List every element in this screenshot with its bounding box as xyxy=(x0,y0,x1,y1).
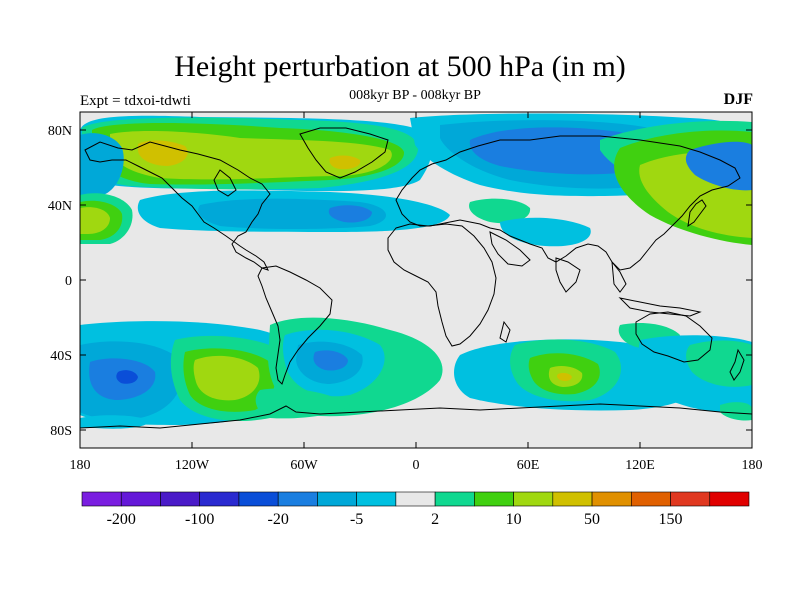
colorbar-label: -5 xyxy=(350,511,363,528)
lat-tick-label: 80N xyxy=(48,124,72,139)
contour-yellow-se-pacific xyxy=(193,355,260,401)
coast-new-zealand xyxy=(729,348,745,381)
lon-tick-label: 180 xyxy=(742,458,763,473)
colorbar-swatch xyxy=(317,491,357,507)
lon-tick-label: 60W xyxy=(290,458,318,473)
colorbar-label: -100 xyxy=(185,511,214,528)
contour-darkblue-s-pacific xyxy=(116,370,138,384)
colorbar-swatch xyxy=(591,491,632,507)
colorbar-swatch xyxy=(474,491,514,507)
contour-cyan-alaska xyxy=(80,133,124,196)
colorbar-swatch xyxy=(120,491,161,507)
coast-greenland xyxy=(299,127,389,179)
coast-japan xyxy=(687,199,707,228)
coast-madagascar xyxy=(499,320,511,343)
colorbar-label: -20 xyxy=(268,511,289,528)
lat-tick-label: 40S xyxy=(50,349,72,364)
contour-blue-ne-pacific xyxy=(685,141,752,191)
coast-africa xyxy=(387,223,497,347)
plot-subtitle: 008kyr BP - 008kyr BP xyxy=(349,88,481,103)
lon-tick-label: 180 xyxy=(70,458,91,473)
lat-tick-label: 40N xyxy=(48,199,72,214)
plot-title: Height perturbation at 500 hPa (in m) xyxy=(174,50,626,83)
experiment-label: Expt = tdxoi-tdwti xyxy=(80,93,191,109)
contour-gold-greenland xyxy=(329,155,361,170)
colorbar-swatch xyxy=(434,491,475,507)
colorbar-swatch xyxy=(552,491,593,507)
contour-blue-n-atlantic-mid xyxy=(328,205,372,223)
coast-arabia xyxy=(489,231,531,267)
colorbar-swatch xyxy=(356,491,397,507)
coast-hudson-bay xyxy=(213,169,237,197)
colorbar-swatch xyxy=(395,491,436,507)
colorbar-label: 2 xyxy=(431,511,439,528)
contour-yellow-greenland xyxy=(110,131,392,180)
colorbar-label: 10 xyxy=(506,511,522,528)
coast-south-america xyxy=(257,265,333,385)
contour-fill-layer xyxy=(80,113,752,429)
colorbar-swatch xyxy=(670,491,711,507)
colorbar-swatch xyxy=(709,491,750,507)
lon-tick-label: 120W xyxy=(175,458,210,473)
coast-australia xyxy=(635,311,713,363)
contour-green-sw-pacific xyxy=(686,340,752,387)
coast-india xyxy=(555,257,581,293)
contour-yellow-w-europe xyxy=(80,207,110,234)
lat-tick-label: 80S xyxy=(50,424,72,439)
colorbar-swatch xyxy=(513,491,554,507)
coast-north-america xyxy=(84,141,271,271)
contour-teal-middle-east xyxy=(500,217,591,247)
contour-gold-s-indian xyxy=(556,373,572,381)
colorbar-label: 150 xyxy=(659,511,683,528)
colorbar: -200 -100 -20 -5 2 10 50 150 xyxy=(81,491,750,528)
map-ticks: 180 120W 60W 0 60E 120E 180 80N 40N 0 40S 80S xyxy=(48,112,763,473)
contour-blue-s-atlantic xyxy=(313,350,348,371)
colorbar-swatch xyxy=(160,491,201,507)
colorbar-label: -200 xyxy=(107,511,136,528)
contour-green-mediterranean xyxy=(469,198,531,224)
lon-tick-label: 60E xyxy=(517,458,540,473)
contour-gold-canada xyxy=(138,140,188,166)
colorbar-swatch xyxy=(277,491,318,507)
contour-teal-antarctic-edge xyxy=(80,415,150,429)
coast-se-asia xyxy=(611,260,627,293)
colorbar-swatch xyxy=(81,491,122,507)
colorbar-swatch xyxy=(630,491,671,507)
contour-green-nz xyxy=(720,402,752,421)
coastline-layer xyxy=(80,127,752,429)
lon-tick-label: 120E xyxy=(625,458,655,473)
contour-green-south-america xyxy=(255,388,350,419)
coast-indonesia xyxy=(618,297,702,317)
coast-antarctica xyxy=(80,403,752,429)
season-label: DJF xyxy=(723,91,753,108)
colorbar-swatch xyxy=(199,491,240,507)
colorbar-swatch xyxy=(238,491,279,507)
lat-tick-label: 0 xyxy=(65,274,72,289)
lon-tick-label: 0 xyxy=(413,458,420,473)
coast-eurasia xyxy=(395,135,741,271)
colorbar-label: 50 xyxy=(584,511,600,528)
